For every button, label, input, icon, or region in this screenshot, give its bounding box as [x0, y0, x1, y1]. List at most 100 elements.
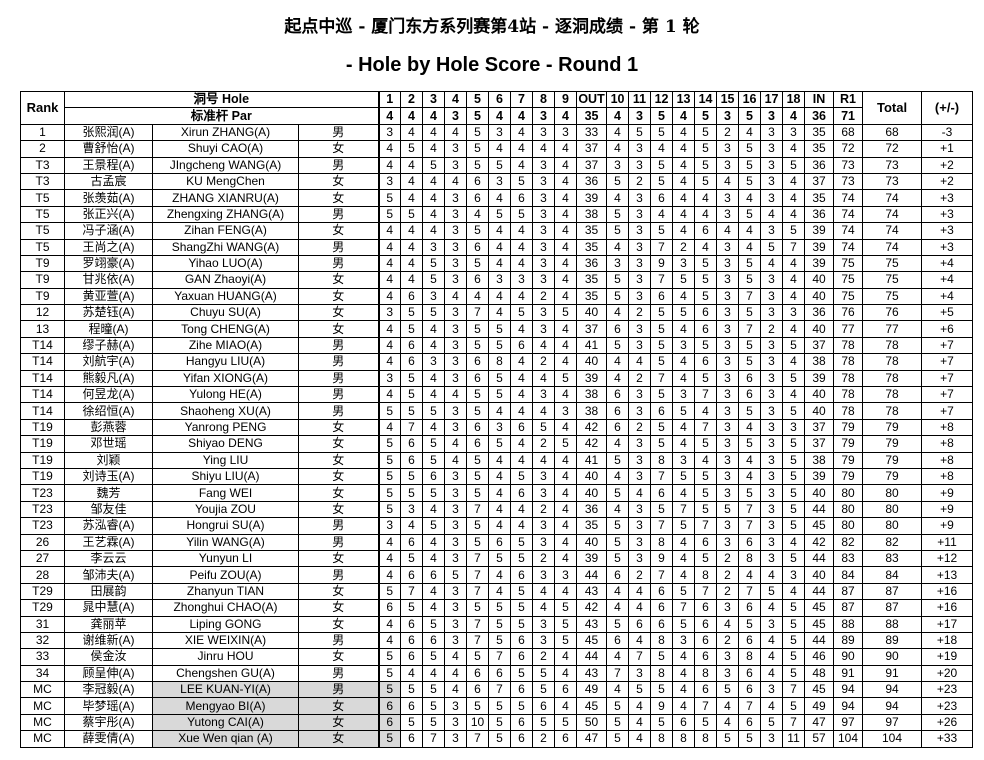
cell-h12: 5: [650, 681, 674, 699]
cell-h8: 5: [532, 418, 556, 437]
cell-diff: +33: [921, 730, 974, 748]
cell-h3: 5: [422, 451, 446, 469]
cell-h16: 5: [738, 271, 762, 289]
cell-rank: 33: [20, 648, 65, 666]
par-value-3: 4: [422, 107, 446, 125]
hole-label-header: 洞号 Hole: [63, 90, 380, 109]
cell-h6: 4: [488, 254, 512, 273]
cell-name-en: LEE KUAN-YI(A): [152, 681, 299, 699]
cell-h16: 5: [738, 172, 762, 191]
cell-h12: 7: [650, 369, 674, 388]
cell-in: 45: [804, 517, 835, 535]
cell-h18: 5: [782, 648, 806, 666]
cell-h8: 3: [532, 205, 556, 224]
cell-total: 72: [862, 140, 923, 158]
cell-h2: 5: [400, 467, 424, 486]
table-row: 34 顾呈伸(A) Chengshen GU(A) 男 5 4 4 4 6 6 5 5 4 43 7 3 8 4 8…: [20, 664, 974, 683]
cell-total: 90: [862, 648, 923, 666]
cell-h15: 3: [716, 402, 740, 420]
cell-in: 39: [804, 238, 835, 256]
cell-h8: 3: [532, 238, 556, 256]
cell-h6: 5: [488, 386, 512, 404]
cell-h3: 4: [422, 418, 446, 437]
cell-h10: 6: [606, 631, 630, 650]
cell-h11: 3: [628, 664, 652, 683]
cell-diff: +4: [921, 287, 974, 306]
cell-rank: 27: [20, 549, 65, 568]
cell-rank: T9: [20, 287, 65, 306]
cell-h18: 11: [782, 730, 806, 748]
cell-name-en: Chengshen GU(A): [152, 664, 299, 683]
cell-h14: 4: [694, 189, 718, 207]
cell-h9: 3: [554, 566, 578, 584]
cell-h12: 5: [650, 713, 674, 732]
cell-h14: 6: [694, 353, 718, 371]
cell-total: 68: [862, 123, 923, 142]
cell-h9: 4: [554, 467, 578, 486]
cell-h12: 5: [650, 320, 674, 338]
cell-h7: 4: [510, 386, 534, 404]
cell-h6: 4: [488, 467, 512, 486]
cell-in: 37: [804, 172, 835, 191]
hole-header-5: 5: [466, 90, 490, 109]
cell-h5: 5: [466, 517, 490, 535]
cell-h16: 6: [738, 369, 762, 388]
cell-h5: 6: [466, 353, 490, 371]
par-value-2: 4: [400, 107, 424, 125]
cell-h3: 5: [422, 156, 446, 174]
cell-out: 49: [576, 681, 608, 699]
cell-gender: 男: [297, 631, 380, 650]
cell-h18: 5: [782, 402, 806, 420]
cell-r1: 87: [833, 599, 864, 617]
cell-h5: 5: [466, 648, 490, 666]
cell-h16: 4: [738, 467, 762, 486]
cell-h15: 3: [716, 271, 740, 289]
cell-h11: 2: [628, 369, 652, 388]
cell-h8: 3: [532, 467, 556, 486]
par-value-1: 4: [377, 107, 402, 125]
cell-h13: 3: [672, 254, 696, 273]
cell-h17: 3: [760, 500, 784, 519]
cell-h13: 5: [672, 271, 696, 289]
hole-header-11: 11: [628, 90, 652, 109]
cell-h9: 5: [554, 599, 578, 617]
cell-diff: +17: [921, 615, 974, 633]
par-value-in: 36: [804, 107, 835, 125]
cell-r1: 79: [833, 435, 864, 453]
par-row: 标准杆 Par 4 4 4 3 5 4 4 3 4 35 4 3 5 4 5 3 5 3 4 36 71: [21, 107, 973, 125]
table-row: 33 侯金汝 Jinru HOU 女 5 6 5 4 5 7 6 2 4 44 4 7 5 4 6 3 8 4 5 46 90 9…: [20, 648, 974, 666]
cell-h6: 6: [488, 664, 512, 683]
cell-h1: 4: [377, 566, 402, 584]
cell-h2: 4: [400, 271, 424, 289]
cell-h1: 5: [377, 500, 402, 519]
cell-h17: 3: [760, 681, 784, 699]
cell-h13: 4: [672, 697, 696, 715]
cell-name-cn: 刘颖: [64, 451, 153, 469]
cell-name-cn: 黄亚萱(A): [64, 287, 153, 306]
cell-h6: 5: [488, 336, 512, 355]
cell-h12: 6: [650, 402, 674, 420]
cell-out: 37: [576, 156, 608, 174]
cell-h3: 5: [422, 435, 446, 453]
cell-h17: 3: [760, 336, 784, 355]
cell-name-cn: 刘诗玉(A): [64, 467, 153, 486]
cell-h15: 4: [716, 615, 740, 633]
par-value-5: 5: [466, 107, 490, 125]
cell-h14: 5: [694, 140, 718, 158]
cell-h6: 5: [488, 156, 512, 174]
cell-h9: 4: [554, 205, 578, 224]
par-value-9: 4: [554, 107, 578, 125]
cell-h12: 9: [650, 254, 674, 273]
cell-h10: 3: [606, 156, 630, 174]
cell-h8: 4: [532, 140, 556, 158]
cell-in: 47: [804, 713, 835, 732]
cell-h7: 4: [510, 369, 534, 388]
cell-h10: 5: [606, 533, 630, 551]
cell-gender: 男: [297, 254, 380, 273]
cell-h13: 4: [672, 533, 696, 551]
hole-header-15: 15: [716, 90, 740, 109]
cell-h2: 6: [400, 353, 424, 371]
cell-total: 83: [862, 549, 923, 568]
cell-name-cn: 邹沛夫(A): [64, 566, 153, 584]
cell-h12: 4: [650, 140, 674, 158]
